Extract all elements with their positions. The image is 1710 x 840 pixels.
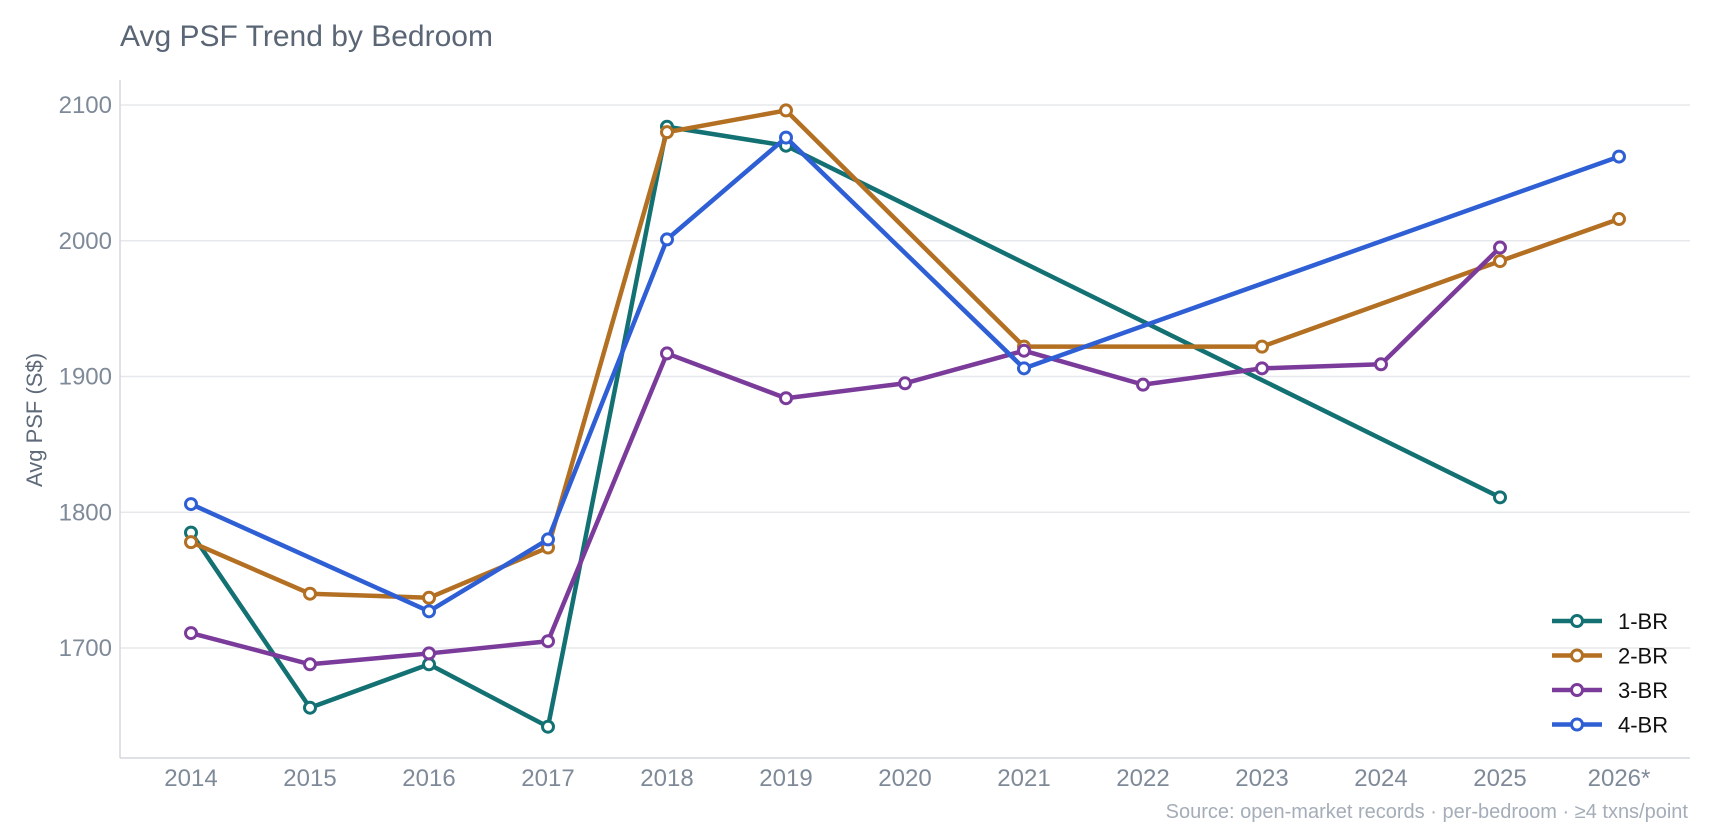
data-point-4-br bbox=[660, 232, 674, 247]
data-point-3-br bbox=[541, 634, 555, 649]
legend: 1-BR 2-BR 3-BR 4-BR bbox=[1552, 609, 1668, 738]
data-point-2-br bbox=[422, 590, 436, 605]
x-tick-label: 2026* bbox=[1588, 765, 1651, 792]
x-tick-label: 2024 bbox=[1354, 765, 1407, 792]
data-point-4-br bbox=[1017, 361, 1031, 376]
series-4-br bbox=[184, 130, 1626, 619]
x-tick-label: 2023 bbox=[1235, 765, 1288, 792]
data-point-2-br bbox=[1612, 212, 1626, 227]
x-tick-label: 2016 bbox=[402, 765, 455, 792]
data-point-2-br bbox=[303, 586, 317, 601]
x-tick-label: 2015 bbox=[283, 765, 336, 792]
x-tick-label: 2022 bbox=[1116, 765, 1169, 792]
y-tick-label: 2000 bbox=[59, 228, 112, 255]
data-point-2-br bbox=[779, 103, 793, 118]
y-tick-label: 1700 bbox=[59, 635, 112, 662]
legend-item-4-br: 4-BR bbox=[1552, 713, 1668, 738]
data-point-3-br bbox=[1493, 240, 1507, 255]
legend-item-1-br: 1-BR bbox=[1552, 609, 1668, 634]
data-point-1-br bbox=[303, 700, 317, 715]
x-tick-label: 2014 bbox=[164, 765, 217, 792]
series-2-br bbox=[184, 103, 1626, 605]
legend-label-1-br: 1-BR bbox=[1618, 609, 1668, 634]
legend-label-4-br: 4-BR bbox=[1618, 713, 1668, 738]
legend-marker-3-br bbox=[1570, 683, 1584, 697]
legend-item-2-br: 2-BR bbox=[1552, 644, 1668, 669]
data-point-3-br bbox=[898, 376, 912, 391]
data-point-3-br bbox=[184, 626, 198, 641]
series-line-4-br bbox=[188, 135, 1622, 614]
data-point-3-br bbox=[1017, 343, 1031, 358]
data-point-2-br bbox=[660, 125, 674, 140]
x-tick-label: 2020 bbox=[878, 765, 931, 792]
y-axis-label: Avg PSF (S$) bbox=[22, 353, 47, 487]
data-point-4-br bbox=[779, 130, 793, 145]
x-tick-label: 2018 bbox=[640, 765, 693, 792]
chart-title: Avg PSF Trend by Bedroom bbox=[120, 20, 493, 53]
series-line-2-br bbox=[188, 108, 1622, 601]
data-point-2-br bbox=[184, 535, 198, 550]
data-point-3-br bbox=[422, 646, 436, 661]
data-point-4-br bbox=[184, 497, 198, 512]
data-point-1-br bbox=[1493, 490, 1507, 505]
series-1-br bbox=[184, 119, 1507, 734]
legend-marker-4-br bbox=[1570, 717, 1584, 732]
series bbox=[184, 103, 1626, 734]
y-tick-label: 1900 bbox=[59, 364, 112, 391]
data-point-3-br bbox=[303, 657, 317, 672]
legend-marker-2-br bbox=[1570, 648, 1584, 663]
data-point-4-br bbox=[1612, 149, 1626, 164]
y-tick-label: 2100 bbox=[59, 92, 112, 119]
legend-marker-1-br bbox=[1570, 614, 1584, 628]
series-3-br bbox=[184, 240, 1507, 672]
data-point-4-br bbox=[422, 604, 436, 619]
data-point-3-br bbox=[1255, 361, 1269, 376]
y-tick-labels: 1700 1800 1900 2000 2100 bbox=[59, 92, 112, 662]
data-point-1-br bbox=[541, 719, 555, 734]
legend-item-3-br: 3-BR bbox=[1552, 678, 1668, 703]
data-point-1-br bbox=[422, 657, 436, 672]
x-tick-label: 2021 bbox=[997, 765, 1050, 792]
data-point-3-br bbox=[779, 391, 793, 406]
x-tick-labels: 2014 2015 2016 2017 2018 2019 2020 2021 2022 2023… bbox=[164, 765, 1650, 792]
x-tick-label: 2025 bbox=[1473, 765, 1526, 792]
data-point-2-br bbox=[1255, 339, 1269, 354]
x-tick-label: 2019 bbox=[759, 765, 812, 792]
series-line-3-br bbox=[188, 245, 1503, 667]
series-line-1-br bbox=[188, 124, 1503, 729]
data-point-3-br bbox=[1374, 357, 1388, 372]
y-tick-label: 1800 bbox=[59, 499, 112, 526]
source-note: Source: open-market records · per-bedroo… bbox=[1166, 801, 1689, 823]
legend-label-2-br: 2-BR bbox=[1618, 644, 1668, 669]
data-point-2-br bbox=[1493, 254, 1507, 269]
axes bbox=[119, 80, 1690, 759]
data-point-3-br bbox=[1136, 377, 1150, 392]
data-point-4-br bbox=[541, 532, 555, 547]
x-tick-label: 2017 bbox=[521, 765, 574, 792]
legend-label-3-br: 3-BR bbox=[1618, 678, 1668, 703]
data-point-3-br bbox=[660, 346, 674, 361]
